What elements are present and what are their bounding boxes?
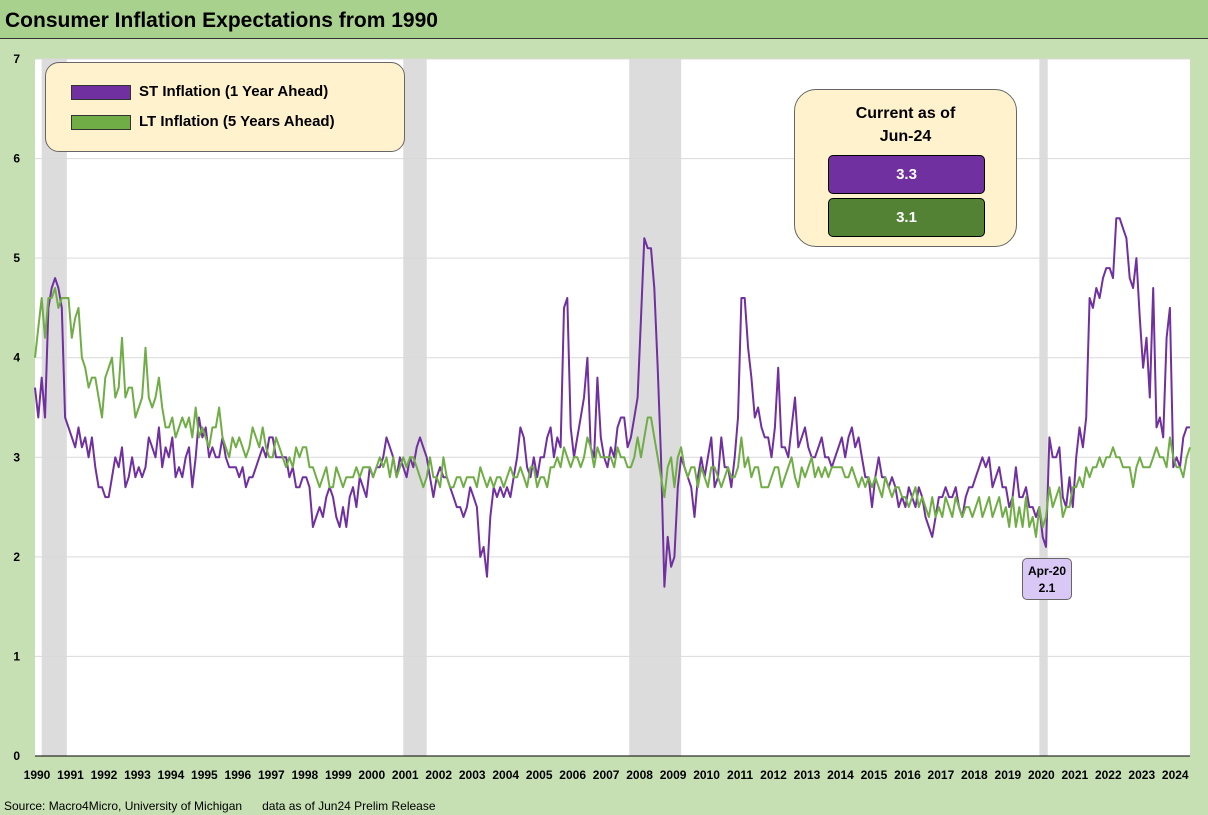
x-tick-label: 2010: [693, 768, 720, 782]
chart-title: Consumer Inflation Expectations from 199…: [5, 9, 438, 32]
legend-label-lt: LT Inflation (5 Years Ahead): [139, 113, 335, 130]
x-tick-label: 2005: [526, 768, 553, 782]
x-tick-label: 2022: [1095, 768, 1122, 782]
y-tick-label: 1: [13, 649, 20, 663]
x-tick-label: 2009: [660, 768, 687, 782]
footer-note: data as of Jun24 Prelim Release: [262, 799, 436, 813]
x-tick-label: 1995: [191, 768, 218, 782]
legend: ST Inflation (1 Year Ahead) LT Inflation…: [45, 62, 405, 152]
x-tick-label: 1994: [158, 768, 185, 782]
legend-swatch-lt: [71, 115, 131, 130]
x-tick-label: 2023: [1128, 768, 1155, 782]
y-tick-label: 3: [13, 450, 20, 464]
current-value-box: Current as of Jun-24 3.3 3.1: [794, 89, 1017, 247]
current-lt-value: 3.1: [828, 198, 985, 237]
x-tick-label: 1998: [291, 768, 318, 782]
title-bar: Consumer Inflation Expectations from 199…: [0, 0, 1208, 39]
x-tick-label: 1990: [24, 768, 51, 782]
x-tick-label: 2006: [559, 768, 586, 782]
callout-value: 2.1: [1038, 581, 1056, 595]
x-tick-label: 2007: [593, 768, 620, 782]
series-lines: [34, 217, 1191, 588]
x-tick-label: 2004: [492, 768, 519, 782]
x-tick-label: 1992: [91, 768, 118, 782]
recession-bands: [41, 59, 1048, 756]
x-tick-label: 2019: [995, 768, 1022, 782]
x-tick-label: 2008: [626, 768, 653, 782]
y-tick-label: 2: [13, 550, 20, 564]
footer-source: Source: Macro4Micro, University of Michi…: [4, 799, 243, 813]
series-line-st-inflation: [34, 217, 1190, 588]
y-tick-label: 5: [13, 251, 20, 265]
x-tick-label: 2003: [459, 768, 486, 782]
x-tick-label: 2001: [392, 768, 419, 782]
x-tick-label: 1991: [57, 768, 84, 782]
recession-band-2: [629, 59, 682, 756]
series-line-lt-inflation: [34, 287, 1191, 538]
x-tick-label: 1997: [258, 768, 285, 782]
recession-band-3: [1039, 59, 1048, 756]
x-tick-label: 2020: [1028, 768, 1055, 782]
x-tick-label: 2011: [727, 768, 753, 782]
recession-band-1: [403, 59, 427, 756]
legend-label-st: ST Inflation (1 Year Ahead): [139, 83, 329, 100]
apr20-callout: Apr-20 2.1: [1022, 558, 1072, 600]
x-tick-label: 1993: [124, 768, 151, 782]
x-tick-label: 2014: [827, 768, 854, 782]
current-title: Current as of Jun-24: [795, 102, 1016, 148]
x-tick-label: 2018: [961, 768, 988, 782]
x-tick-label: 2017: [928, 768, 955, 782]
x-tick-label: 2015: [861, 768, 888, 782]
legend-swatch-st: [71, 85, 131, 100]
y-tick-label: 6: [13, 152, 20, 166]
x-tick-label: 2012: [760, 768, 787, 782]
x-tick-label: 2024: [1162, 768, 1189, 782]
y-tick-label: 4: [13, 351, 20, 365]
current-st-value: 3.3: [828, 155, 985, 194]
x-axis-ticks: 1990 1991 1992 1993 1994 1995 1996 1997 1998 1999…: [24, 768, 1189, 782]
y-axis-ticks: 0 1 2 3 4 5 6 7: [13, 52, 20, 763]
current-title-line2: Jun-24: [879, 128, 932, 145]
x-tick-label: 2000: [358, 768, 385, 782]
x-tick-label: 2016: [894, 768, 921, 782]
x-tick-label: 2021: [1061, 768, 1088, 782]
current-title-line1: Current as of: [855, 105, 956, 122]
y-tick-label: 0: [13, 749, 20, 763]
callout-date: Apr-20: [1027, 564, 1066, 578]
x-tick-label: 1996: [225, 768, 252, 782]
footer: Source: Macro4Micro, University of Michi…: [4, 799, 436, 813]
x-tick-label: 2013: [794, 768, 821, 782]
y-tick-label: 7: [13, 52, 20, 66]
x-tick-label: 2002: [425, 768, 452, 782]
x-tick-label: 1999: [325, 768, 352, 782]
